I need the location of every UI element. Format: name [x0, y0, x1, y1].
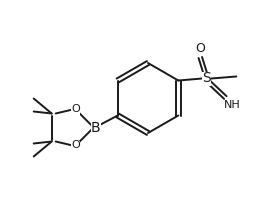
Text: O: O [71, 105, 80, 114]
Text: O: O [195, 42, 205, 55]
Text: B: B [91, 121, 101, 135]
Text: O: O [71, 140, 80, 151]
Text: S: S [202, 71, 211, 86]
Text: NH: NH [224, 100, 241, 111]
